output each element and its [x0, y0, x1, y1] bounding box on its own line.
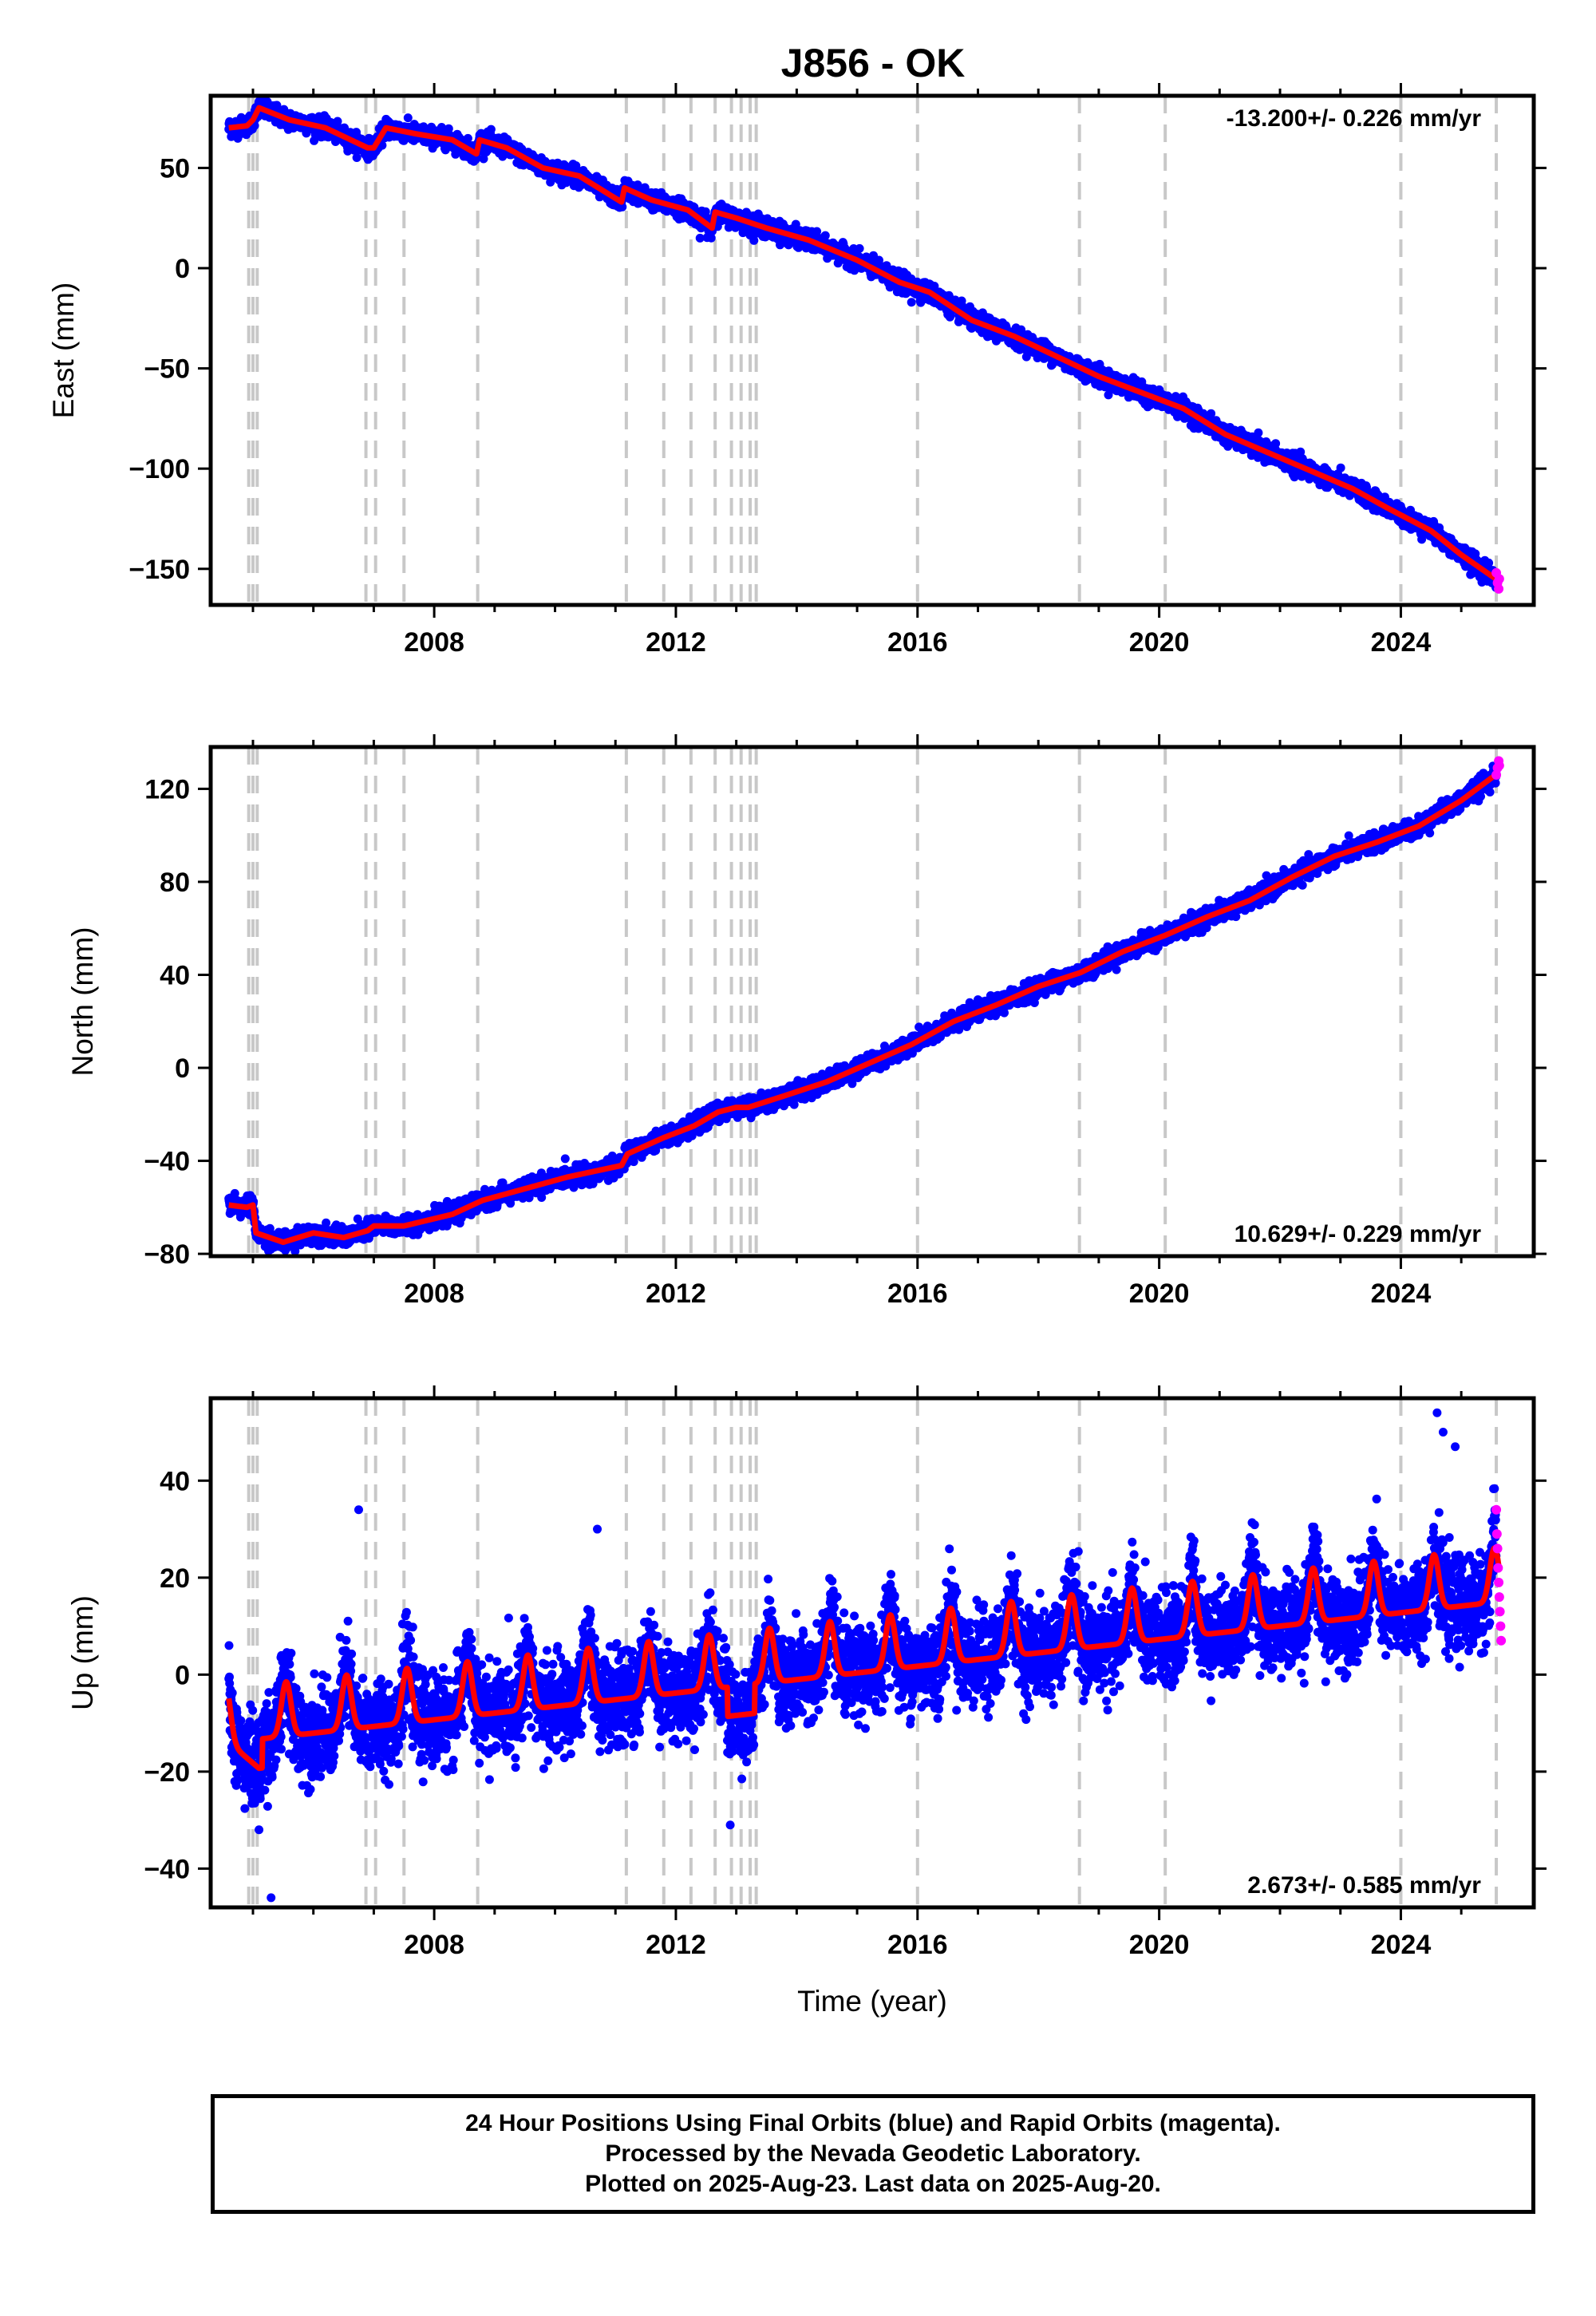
- chart-title: J856 - OK: [781, 41, 966, 85]
- final-point: [333, 117, 342, 126]
- final-point: [403, 113, 413, 123]
- final-point: [1254, 428, 1263, 437]
- final-point: [352, 153, 361, 162]
- final-point: [1336, 463, 1345, 472]
- final-point: [1271, 439, 1281, 449]
- final-point: [377, 140, 387, 150]
- final-point: [820, 231, 830, 240]
- final-point: [855, 243, 864, 253]
- final-point: [486, 124, 496, 134]
- event-lines: [247, 96, 1499, 605]
- final-orbit-points: [224, 96, 1501, 592]
